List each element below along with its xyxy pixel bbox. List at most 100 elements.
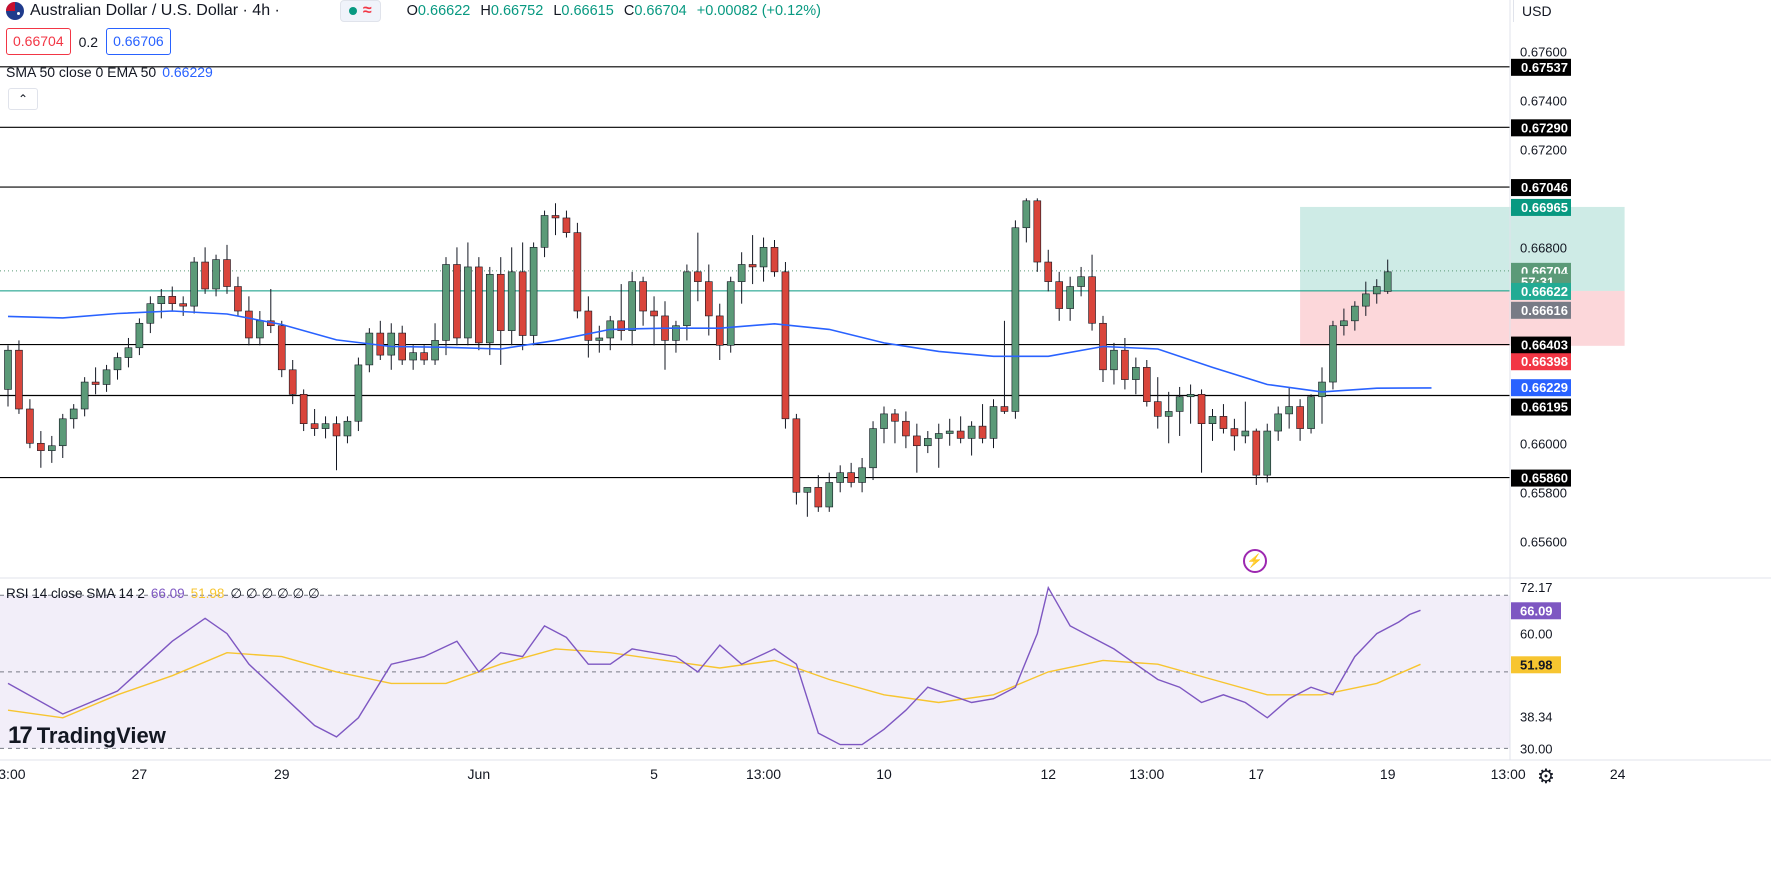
chevron-up-icon: ⌃ — [17, 92, 29, 106]
market-status-pill[interactable]: ≈ — [339, 0, 381, 22]
candle-body-117 — [1285, 406, 1293, 415]
currency-selector[interactable]: USD — [1513, 0, 1565, 22]
rsi-label-bg-1 — [1511, 602, 1561, 620]
candle-body-76 — [836, 472, 845, 483]
ma-indicator-label: SMA 50 close 0 EMA 50 — [6, 64, 157, 80]
price-label-3: 0.66965 — [1521, 200, 1568, 215]
candle-body-1 — [15, 349, 23, 410]
candle-body-35 — [387, 332, 396, 356]
position-stop-zone — [1300, 290, 1625, 346]
spread-value: 0.2 — [78, 33, 99, 50]
sell-price-button[interactable]: 0.66704 — [6, 28, 71, 55]
price-label-12: 0.65860 — [1521, 471, 1568, 486]
symbol-title[interactable]: Australian Dollar / U.S. Dollar · 4h · — [30, 2, 280, 19]
candle-body-109 — [1197, 393, 1206, 424]
rsi-empty-values: ∅ ∅ ∅ ∅ ∅ ∅ — [230, 586, 320, 601]
candle-body-66 — [726, 281, 735, 346]
collapse-legend-button[interactable]: ⌃ — [8, 88, 38, 110]
rsi-legend[interactable]: RSI 14 close SMA 14 2 66.09 51.98 ∅ ∅ ∅ ∅ ∅… — [6, 586, 320, 602]
wave-icon: ≈ — [362, 2, 372, 19]
tradingview-logo: 17 TradingView — [8, 722, 166, 750]
price-label-bg-6 — [1511, 282, 1571, 300]
candle-body-126 — [1383, 271, 1392, 292]
rsi-sma-legend-value: 51.98 — [190, 586, 225, 601]
candle-body-4 — [47, 445, 56, 451]
time-label-8: 13:00 — [1129, 766, 1164, 782]
time-label-11: 13:00 — [1491, 766, 1526, 782]
candle-body-105 — [1153, 401, 1162, 417]
australia-flag-icon — [6, 2, 24, 20]
price-axis[interactable]: 0.67600 0.67400 0.67200 0.66800 0.66000 0.658… — [1509, 0, 1571, 760]
candle-body-70 — [770, 247, 779, 273]
buy-price-button[interactable]: 0.66706 — [106, 28, 171, 55]
candle-body-114 — [1252, 430, 1261, 476]
candle-body-124 — [1362, 293, 1370, 307]
price-tick-5: 0.65800 — [1520, 485, 1567, 500]
candle-body-93 — [1022, 200, 1031, 229]
gear-icon[interactable]: ⚙ — [1537, 766, 1555, 788]
price-label-8: 0.66403 — [1521, 338, 1568, 353]
time-label-9: 17 — [1249, 766, 1265, 782]
rsi-label-bg-3 — [1511, 708, 1561, 726]
rsi-series-sma — [7, 648, 1421, 719]
candle-body-12 — [135, 322, 144, 349]
candle-body-102 — [1121, 349, 1129, 380]
time-axis[interactable]: 13:00 27 29 Jun 5 13:00 10 12 13:00 17 19 13:00 24 — [0, 759, 1771, 782]
lightning-event-icon[interactable]: ⚡ — [1243, 549, 1267, 573]
position-target-zone — [1300, 206, 1625, 291]
candle-body-43 — [475, 266, 483, 344]
candle-body-31 — [343, 420, 352, 437]
ma-indicator-legend[interactable]: SMA 50 close 0 EMA 50 0.66229 — [6, 64, 213, 80]
candle-body-14 — [157, 296, 166, 304]
candle-body-5 — [58, 418, 67, 447]
candle-body-16 — [179, 303, 187, 307]
candle-body-71 — [781, 271, 790, 420]
candle-body-57 — [628, 281, 636, 331]
price-label-2: 0.67046 — [1521, 180, 1568, 195]
time-label-12: 24 — [1610, 766, 1626, 782]
candle-body-17 — [190, 261, 198, 307]
candle-body-45 — [496, 273, 505, 331]
candle-body-94 — [1033, 200, 1042, 263]
time-label-3: Jun — [468, 766, 491, 782]
candle-body-38 — [420, 352, 428, 361]
candle-body-18 — [201, 261, 209, 290]
candle-body-6 — [69, 408, 78, 420]
rsi-label-bg-4 — [1511, 740, 1561, 758]
symbol-header: Australian Dollar / U.S. Dollar · 4h · ≈… — [0, 0, 827, 22]
tradingview-mark: 17 — [8, 722, 33, 749]
candle-body-90 — [989, 406, 998, 439]
rsi-series-rsi — [7, 585, 1421, 746]
rsi-tick-0: 60.00 — [1520, 627, 1553, 642]
price-label-7: 0.66616 — [1521, 303, 1568, 318]
price-tick-0: 0.67600 — [1520, 44, 1567, 59]
candle-body-88 — [967, 425, 976, 439]
rsi-label-bg-2 — [1511, 656, 1561, 674]
candle-body-13 — [146, 303, 155, 324]
candle-body-77 — [847, 472, 855, 483]
price-tick-2: 0.67200 — [1520, 142, 1567, 157]
rsi-label-0: 72.17 — [1520, 580, 1553, 595]
candle-body-96 — [1055, 281, 1063, 309]
candle-body-47 — [518, 271, 527, 336]
candle-body-9 — [102, 369, 111, 385]
candle-body-115 — [1263, 430, 1272, 476]
candle-body-73 — [803, 487, 812, 493]
time-label-4: 5 — [650, 766, 658, 782]
rsi-label-1: 66.09 — [1520, 603, 1553, 618]
candle-body-51 — [562, 217, 571, 233]
main-price-pane[interactable] — [0, 66, 1771, 579]
price-label-bg-2 — [1511, 179, 1571, 197]
candle-body-42 — [464, 266, 472, 339]
price-label-1: 0.67290 — [1521, 120, 1568, 135]
time-label-2: 29 — [274, 766, 290, 782]
time-label-5: 13:00 — [746, 766, 781, 782]
candle-body-113 — [1241, 430, 1250, 437]
candle-body-83 — [913, 435, 921, 447]
candle-body-118 — [1296, 406, 1304, 429]
candle-body-95 — [1044, 261, 1053, 282]
high-value: 0.66752 — [490, 3, 544, 19]
candle-body-10 — [113, 357, 122, 371]
